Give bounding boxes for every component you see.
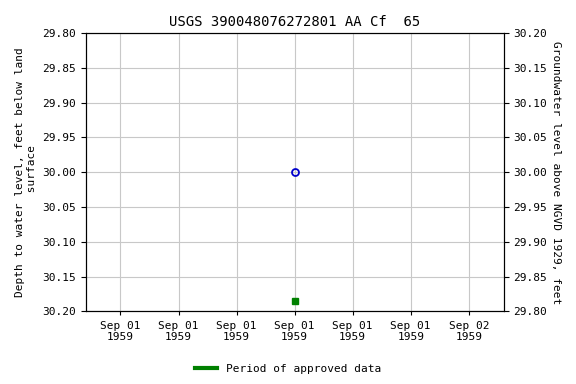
Y-axis label: Depth to water level, feet below land
 surface: Depth to water level, feet below land su… [15, 47, 37, 297]
Y-axis label: Groundwater level above NGVD 1929, feet: Groundwater level above NGVD 1929, feet [551, 41, 561, 304]
Legend: Period of approved data: Period of approved data [191, 359, 385, 379]
Title: USGS 390048076272801 AA Cf  65: USGS 390048076272801 AA Cf 65 [169, 15, 420, 29]
